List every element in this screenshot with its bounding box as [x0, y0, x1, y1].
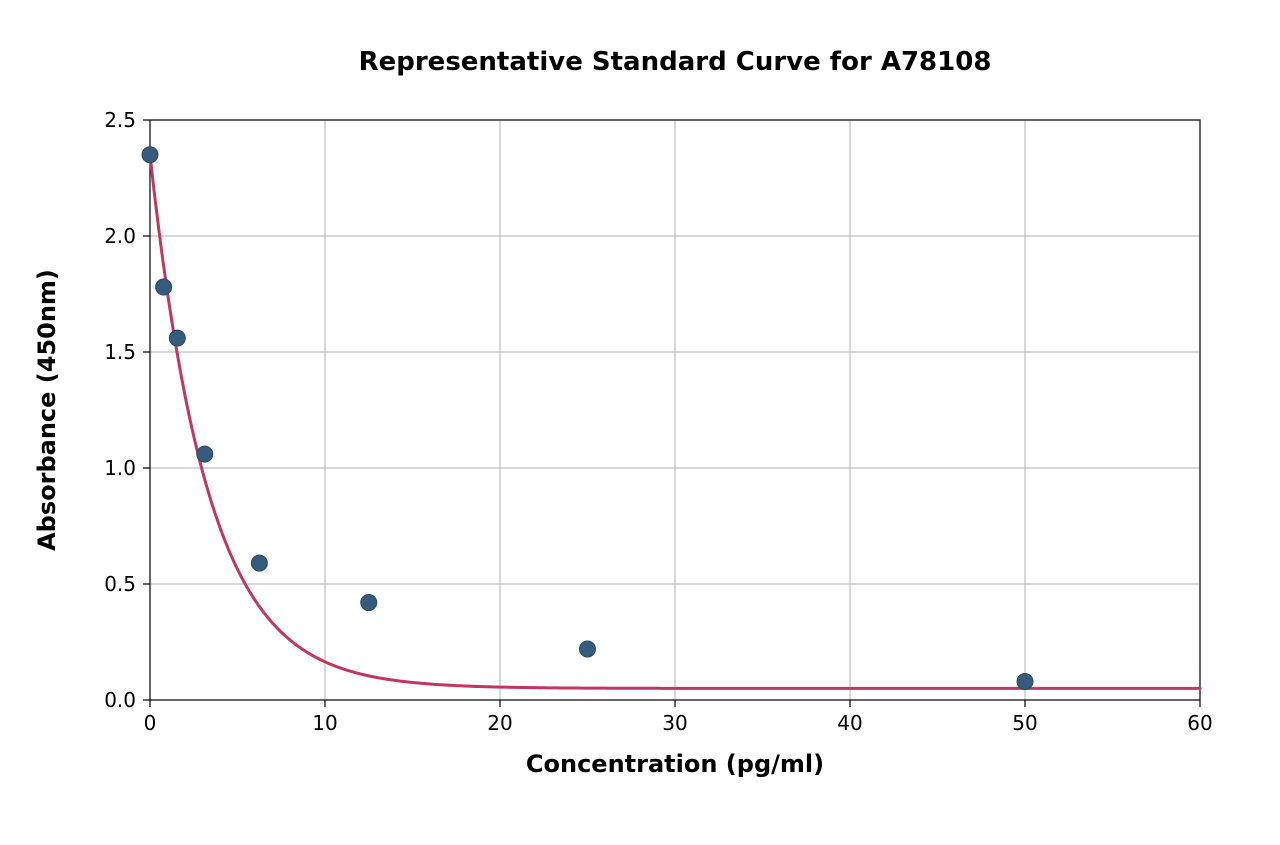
data-point	[580, 641, 596, 657]
xtick-label: 50	[1012, 711, 1037, 735]
ytick-label: 2.5	[104, 108, 136, 132]
ytick-label: 1.5	[104, 340, 136, 364]
xtick-label: 10	[312, 711, 337, 735]
xtick-label: 60	[1187, 711, 1212, 735]
xtick-label: 20	[487, 711, 512, 735]
data-point	[169, 330, 185, 346]
ytick-label: 1.0	[104, 456, 136, 480]
data-point	[1017, 673, 1033, 689]
xtick-label: 0	[144, 711, 157, 735]
ytick-label: 0.5	[104, 572, 136, 596]
chart-title: Representative Standard Curve for A78108	[359, 47, 992, 77]
data-point	[142, 147, 158, 163]
xtick-label: 40	[837, 711, 862, 735]
ytick-label: 0.0	[104, 688, 136, 712]
ytick-label: 2.0	[104, 224, 136, 248]
data-point	[197, 446, 213, 462]
xtick-label: 30	[662, 711, 687, 735]
data-point	[156, 279, 172, 295]
y-axis-label: Absorbance (450nm)	[33, 269, 61, 551]
data-point	[251, 555, 267, 571]
chart-container: 0 10 20 30 40 50 60 0.0 0.5 1.0 1.5 2.0 2.5 Represent…	[0, 0, 1280, 845]
data-point	[361, 595, 377, 611]
chart-svg: 0 10 20 30 40 50 60 0.0 0.5 1.0 1.5 2.0 2.5 Represent…	[0, 0, 1280, 845]
x-axis-label: Concentration (pg/ml)	[526, 750, 824, 778]
